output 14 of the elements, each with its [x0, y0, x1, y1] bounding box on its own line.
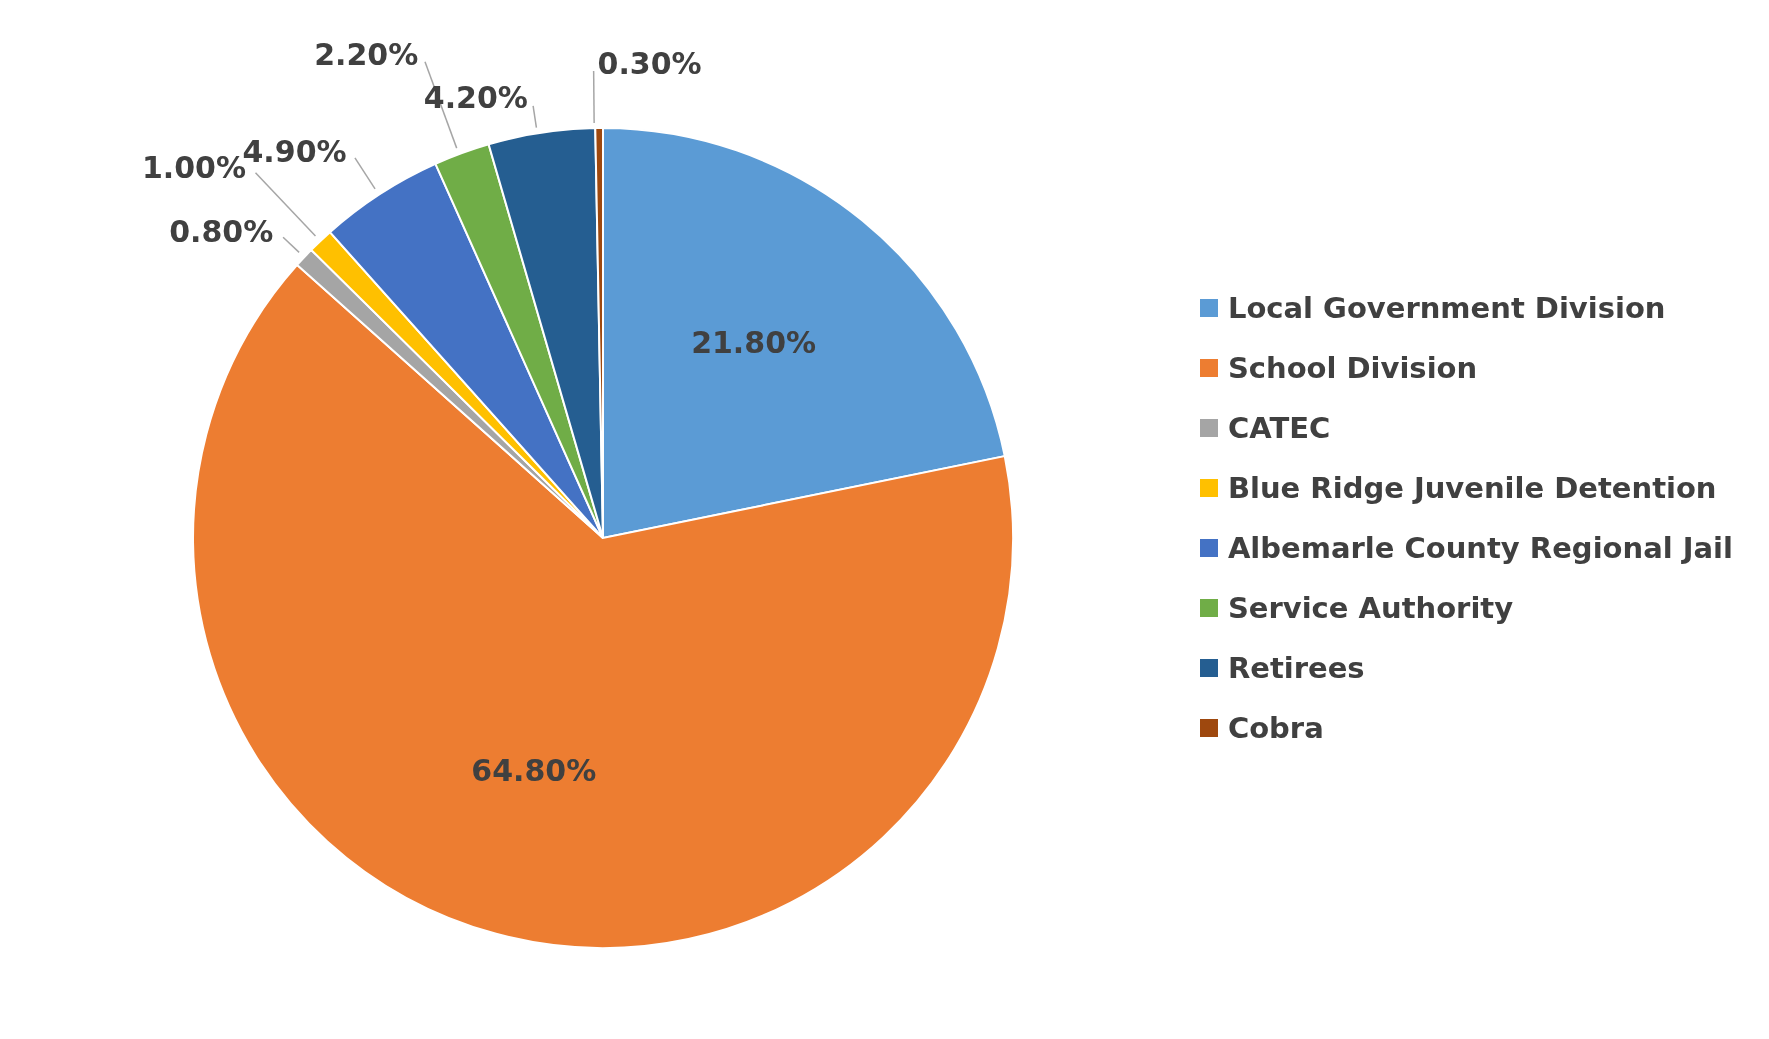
data-label: 4.20%: [423, 80, 528, 116]
legend-label: Cobra: [1227, 711, 1324, 745]
data-label: 2.20%: [314, 36, 419, 72]
legend-label: School Division: [1227, 351, 1478, 385]
legend-label: CATEC: [1227, 411, 1331, 445]
data-label: 64.80%: [471, 752, 597, 788]
legend-label: Albemarle County Regional Jail: [1227, 531, 1733, 565]
legend-label: Blue Ridge Juvenile Detention: [1227, 471, 1717, 505]
data-label: 0.30%: [597, 45, 702, 81]
legend-label: Retirees: [1227, 651, 1365, 685]
data-label: 21.80%: [691, 324, 817, 360]
legend-label: Service Authority: [1227, 591, 1514, 625]
legend-label: Local Government Division: [1227, 291, 1666, 325]
data-label: 0.80%: [169, 214, 274, 250]
